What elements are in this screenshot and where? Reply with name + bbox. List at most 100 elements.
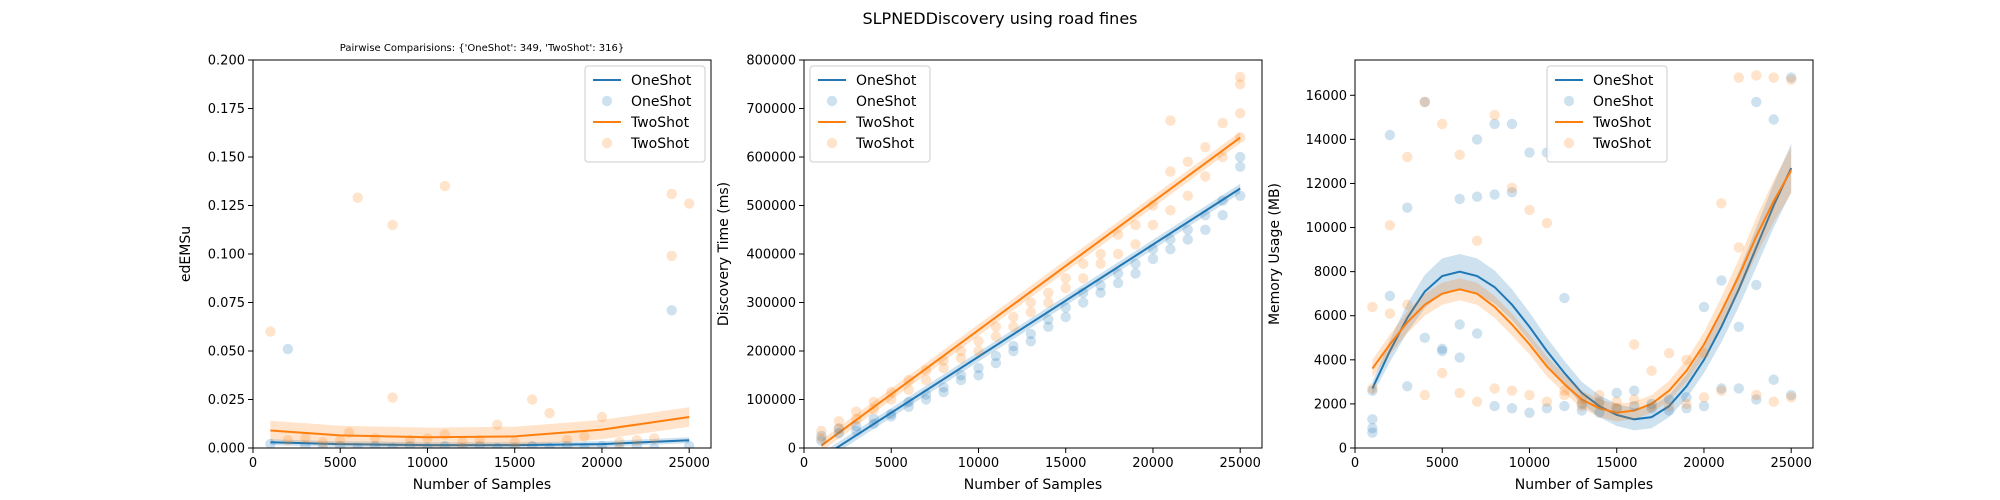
data-point-oneshot <box>1471 191 1483 202</box>
data-point-twoshot <box>614 437 625 448</box>
data-point-twoshot <box>938 362 949 374</box>
data-point-twoshot <box>955 353 967 364</box>
legend-marker-swatch <box>601 137 613 149</box>
data-point-twoshot <box>509 437 520 448</box>
data-point-oneshot <box>1576 405 1588 416</box>
x-tick-label: 15000 <box>1596 456 1637 471</box>
legend: OneShot OneShot TwoShot TwoShot <box>1546 65 1668 163</box>
data-point-oneshot <box>1200 224 1211 235</box>
legend: OneShot OneShot TwoShot TwoShot <box>584 65 706 163</box>
legend-label: TwoShot <box>1592 115 1652 131</box>
data-point-oneshot <box>596 440 608 448</box>
data-point-twoshot <box>300 433 311 444</box>
data-point-oneshot <box>474 440 485 448</box>
legend-label: OneShot <box>1593 73 1654 89</box>
data-point-twoshot <box>544 407 555 419</box>
data-point-twoshot <box>1663 348 1675 359</box>
data-point-oneshot <box>1147 253 1159 265</box>
y-tick-label: 0.125 <box>208 199 245 214</box>
data-point-twoshot <box>1629 339 1640 350</box>
y-tick-label: 0.050 <box>208 345 245 360</box>
confidence-band-oneshot <box>1372 143 1792 431</box>
data-point-oneshot <box>352 442 363 448</box>
data-point-oneshot <box>1646 398 1657 410</box>
data-point-twoshot <box>990 321 1002 332</box>
data-point-twoshot <box>343 427 355 438</box>
data-point-twoshot <box>1165 115 1176 126</box>
data-point-oneshot <box>1576 398 1588 410</box>
data-point-oneshot <box>492 442 503 448</box>
data-point-twoshot <box>1130 219 1141 231</box>
data-point-twoshot <box>265 326 276 337</box>
data-point-oneshot <box>920 389 932 400</box>
data-point-oneshot <box>1095 287 1106 298</box>
data-point-twoshot <box>1594 389 1605 401</box>
data-point-oneshot <box>265 438 276 448</box>
data-point-oneshot <box>1681 403 1692 414</box>
data-point-twoshot <box>920 365 932 376</box>
data-point-oneshot <box>1454 319 1465 330</box>
fit-line-oneshot <box>1371 167 1793 421</box>
data-point-twoshot <box>1471 396 1483 407</box>
legend-label: OneShot <box>1593 94 1654 110</box>
data-point-oneshot <box>1559 400 1570 412</box>
y-tick-label: 700000 <box>746 102 796 117</box>
data-point-twoshot <box>1559 385 1570 396</box>
data-point-twoshot <box>1541 217 1553 229</box>
x-tick-label: 5000 <box>1426 456 1459 471</box>
data-point-twoshot <box>596 411 608 423</box>
data-point-twoshot <box>973 345 984 357</box>
data-point-twoshot <box>1200 142 1211 153</box>
data-point-oneshot <box>851 421 862 432</box>
x-tick-label: 25000 <box>669 456 710 471</box>
data-point-oneshot <box>868 413 879 425</box>
data-point-twoshot <box>1235 71 1246 83</box>
y-tick-label: 400000 <box>746 248 796 263</box>
data-point-oneshot <box>816 435 827 446</box>
subplot-2: 0 5000 10000 15000 20000 25000 0 100000 200000 30… <box>716 54 1263 493</box>
data-point-twoshot <box>1733 72 1745 83</box>
y-tick-label: 0 <box>1339 442 1347 457</box>
data-point-oneshot <box>1043 321 1054 332</box>
legend-label: TwoShot <box>630 136 690 152</box>
x-tick-label: 25000 <box>1771 456 1812 471</box>
data-point-twoshot <box>1559 389 1570 401</box>
y-tick-label: 4000 <box>1314 353 1347 368</box>
data-point-oneshot <box>1384 129 1396 141</box>
data-point-oneshot <box>1147 244 1159 255</box>
data-point-oneshot <box>1489 189 1500 200</box>
data-point-twoshot <box>1217 117 1228 129</box>
data-point-oneshot <box>1698 301 1710 313</box>
subplot-title: Pairwise Comparisions: {'OneShot': 349, … <box>340 43 624 54</box>
data-point-twoshot <box>335 435 346 446</box>
data-point-twoshot <box>955 345 967 357</box>
data-point-twoshot <box>851 413 862 425</box>
data-point-oneshot <box>1629 385 1640 396</box>
data-point-oneshot <box>684 440 695 448</box>
data-point-oneshot <box>1008 340 1019 352</box>
data-point-twoshot <box>920 374 932 386</box>
data-point-oneshot <box>1611 403 1622 414</box>
data-point-oneshot <box>1454 193 1465 205</box>
fit-line-twoshot <box>1371 169 1793 414</box>
data-point-oneshot <box>1786 389 1797 401</box>
data-point-oneshot <box>1182 234 1194 245</box>
x-tick-label: 15000 <box>494 456 535 471</box>
data-point-oneshot <box>1200 210 1211 221</box>
data-point-oneshot <box>1646 403 1657 414</box>
data-point-twoshot <box>352 192 363 203</box>
legend-marker-swatch <box>826 137 838 149</box>
legend-label: TwoShot <box>1592 136 1652 152</box>
data-point-oneshot <box>1367 414 1378 425</box>
data-point-oneshot <box>387 442 398 448</box>
data-point-oneshot <box>1524 407 1535 418</box>
data-point-oneshot <box>544 442 555 448</box>
x-tick-label: 15000 <box>1045 456 1086 471</box>
data-point-oneshot <box>579 442 590 448</box>
y-tick-label: 0.025 <box>208 393 245 408</box>
data-point-twoshot <box>1419 389 1431 401</box>
legend-marker-swatch <box>826 95 838 107</box>
data-point-twoshot <box>1716 385 1727 396</box>
data-point-twoshot <box>492 419 503 430</box>
fit-line-twoshot <box>270 416 690 439</box>
